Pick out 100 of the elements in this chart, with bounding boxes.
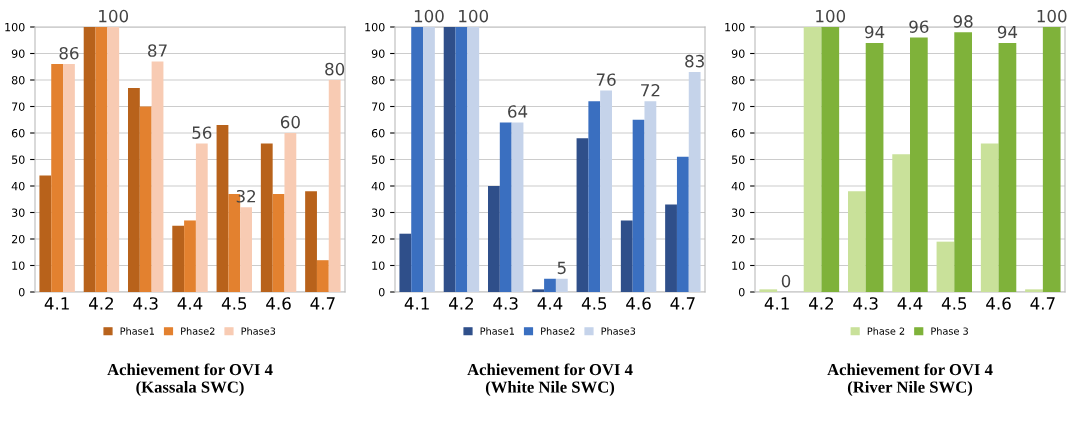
bar	[759, 289, 778, 292]
x-tick-label: 4.4	[537, 297, 563, 310]
bar	[455, 27, 468, 292]
x-tick-label: 4.6	[626, 297, 651, 310]
bar	[688, 72, 701, 292]
bar	[63, 64, 75, 292]
y-tick-label: 90	[11, 49, 25, 58]
y-tick-label: 40	[731, 181, 745, 191]
y-tick-label: 60	[11, 128, 25, 138]
y-tick-label: 100	[365, 22, 385, 32]
bar	[184, 220, 196, 292]
x-tick-label: 4.2	[448, 297, 474, 310]
y-tick-label: 50	[732, 155, 745, 164]
x-tick-label: 4.3	[133, 297, 158, 310]
bar	[305, 191, 317, 292]
bar	[632, 119, 645, 292]
bar	[499, 122, 512, 292]
y-tick-label: 0	[738, 287, 745, 297]
data-label: 100	[816, 9, 846, 23]
bar	[83, 27, 96, 292]
y-tick-label: 10	[12, 261, 25, 270]
y-tick-label: 80	[11, 75, 25, 85]
bar	[95, 27, 108, 292]
text: Achievement for OVI 4 (River Nile SWC)	[827, 363, 993, 397]
bar	[195, 143, 208, 292]
y-tick-label: 30	[371, 208, 385, 217]
bar	[423, 27, 435, 292]
y-tick-label: 70	[732, 102, 745, 111]
bar	[51, 64, 64, 292]
text: Achievement for OVI 4 (White Nile SWC)	[467, 363, 633, 397]
data-label: 98	[953, 15, 973, 28]
data-label: 60	[280, 115, 300, 129]
data-label: 72	[641, 83, 660, 97]
bar	[910, 37, 928, 292]
legend-label: Phase1	[480, 327, 514, 335]
bar	[620, 220, 633, 292]
legend-label: Phase2	[181, 327, 215, 335]
x-tick-label: 4.6	[986, 297, 1011, 310]
y-tick-label: 50	[372, 155, 385, 164]
x-tick-label: 4.4	[897, 297, 923, 310]
x-tick-label: 4.7	[1030, 297, 1055, 310]
bar	[954, 32, 972, 292]
data-label: 32	[236, 189, 256, 203]
data-label: 100	[99, 9, 129, 23]
data-label: 100	[1037, 9, 1067, 23]
y-tick-label: 20	[371, 234, 385, 244]
y-tick-label: 0	[378, 287, 385, 297]
legend-label: Phase 3	[931, 327, 968, 335]
x-tick-label: 4.1	[764, 297, 789, 310]
bar	[511, 122, 524, 292]
legend-label: Phase 2	[867, 327, 905, 335]
x-tick-label: 4.7	[310, 297, 335, 310]
y-tick-label: 60	[371, 128, 385, 138]
data-label: 76	[596, 73, 616, 86]
bar	[892, 154, 910, 292]
bar	[676, 156, 689, 292]
bar	[128, 87, 140, 292]
y-tick-label: 50	[12, 155, 25, 164]
data-label: 80	[325, 62, 345, 76]
bar	[532, 289, 545, 292]
y-tick-label: 90	[731, 49, 745, 58]
bar	[39, 175, 52, 292]
y-tick-label: 60	[731, 128, 745, 138]
x-tick-label: 4.6	[266, 297, 291, 310]
bar	[644, 101, 657, 292]
bar	[865, 42, 884, 292]
bar	[600, 90, 612, 292]
x-tick-label: 4.5	[221, 297, 247, 310]
bar	[411, 27, 424, 292]
bar	[316, 260, 329, 292]
y-tick-label: 10	[372, 261, 385, 270]
bar	[260, 143, 273, 292]
x-tick-label: 4.7	[670, 297, 695, 310]
x-tick-label: 4.5	[941, 297, 967, 310]
x-tick-label: 4.5	[581, 297, 607, 310]
data-label: 96	[909, 20, 929, 33]
data-label: 100	[414, 9, 444, 23]
bar	[665, 204, 677, 292]
y-tick-label: 0	[18, 287, 25, 297]
legend-label: Phase3	[241, 327, 276, 335]
legend-label: Phase2	[541, 327, 575, 335]
data-label: 83	[685, 54, 704, 68]
bar	[284, 133, 297, 292]
bar	[544, 278, 556, 292]
text: Achievement for OVI 4 (Kassala SWC)	[107, 363, 273, 397]
bar	[399, 233, 412, 292]
y-tick-label: 10	[732, 261, 745, 270]
bar	[151, 61, 164, 292]
bar	[328, 80, 341, 292]
x-tick-label: 4.2	[808, 297, 834, 310]
bar	[107, 27, 120, 292]
bar	[576, 138, 589, 292]
bar	[139, 106, 152, 292]
data-label: 86	[59, 46, 79, 60]
bar	[821, 27, 840, 292]
x-tick-label: 4.2	[88, 297, 114, 310]
bar	[998, 42, 1017, 292]
data-label: 0	[781, 274, 791, 288]
y-tick-label: 20	[731, 234, 745, 244]
bar	[588, 101, 601, 292]
